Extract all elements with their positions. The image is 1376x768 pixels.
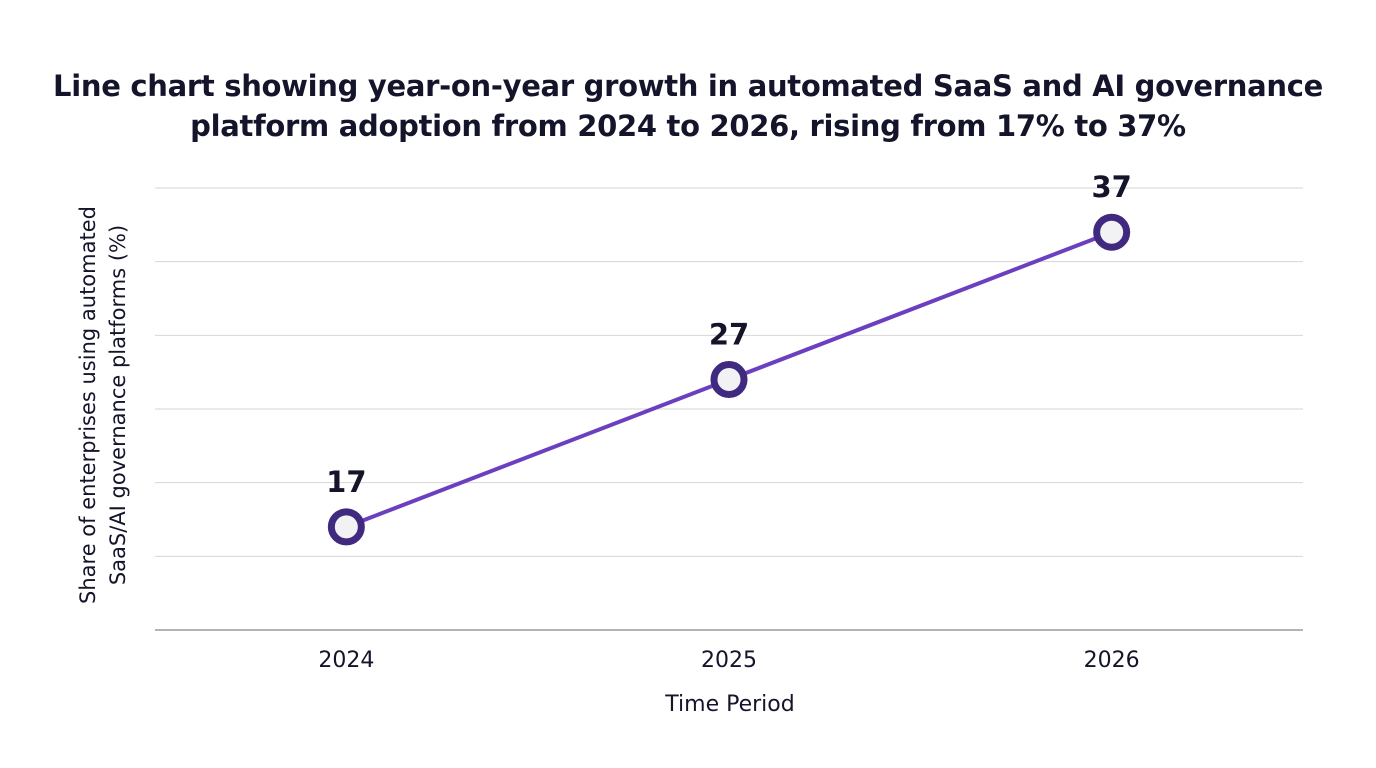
- data-point: [710, 361, 748, 399]
- data-point: [327, 508, 365, 546]
- x-axis-label: Time Period: [664, 692, 794, 717]
- data-label: 37: [1091, 170, 1131, 204]
- x-tick-label: 2025: [701, 648, 757, 673]
- x-tick-label: 2024: [318, 648, 374, 673]
- data-point: [1093, 213, 1131, 251]
- x-tick-label: 2026: [1084, 648, 1140, 673]
- chart-title: Line chart showing year-on-year growth i…: [53, 69, 1323, 143]
- data-label: 27: [709, 318, 749, 352]
- data-label: 17: [326, 465, 366, 499]
